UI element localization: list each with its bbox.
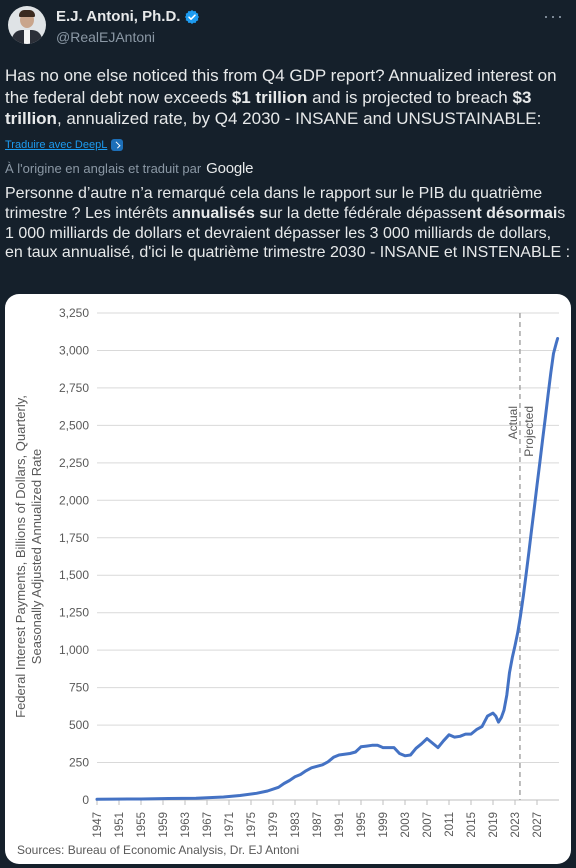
- tweet-text-segment: and is projected to breach: [307, 87, 513, 107]
- y-tick-label: 1,250: [59, 606, 89, 620]
- annotation-actual: Actual: [506, 406, 520, 439]
- chart-source: Sources: Bureau of Economic Analysis, Dr…: [17, 843, 300, 857]
- avatar-hair: [19, 10, 35, 17]
- y-tick-label: 250: [69, 756, 89, 770]
- google-logo: Google: [206, 160, 254, 177]
- tweet-text-segment: $1 trillion: [231, 87, 308, 107]
- interest-payments-chart: 0 250 500 750 1,000 1,250 1,500 1,750 2,000 2,250…: [13, 306, 560, 838]
- avatar-shirt: [24, 30, 30, 44]
- x-tick-label: 2007: [422, 812, 434, 838]
- tweet-text-segment: Has no one else noticed this from Q4 GDP…: [5, 66, 557, 107]
- annotation-projected: Projected: [522, 406, 536, 457]
- x-tick-label: 1967: [202, 812, 214, 838]
- translation-origin: À l'origine en anglais et traduit par Go…: [5, 160, 254, 177]
- y-tick-label: 500: [69, 718, 89, 732]
- x-tick-label: 1979: [268, 812, 280, 838]
- x-tick-label: 1947: [92, 812, 104, 838]
- x-tick-label: 1951: [114, 812, 126, 838]
- deepl-icon: [111, 139, 124, 151]
- x-tick-label: 2027: [532, 812, 544, 838]
- y-tick-label: 2,250: [59, 456, 89, 470]
- translated-text-segment: Personne d’autre n’a remarqué cela dans …: [5, 185, 543, 222]
- tweet-text: Has no one else noticed this from Q4 GDP…: [5, 65, 571, 130]
- tweet-text-segment: , annualized rate, by Q4 2030 - INSANE a…: [56, 109, 542, 128]
- y-tick-label: 3,000: [59, 343, 89, 357]
- x-tick-label: 1963: [180, 812, 192, 838]
- verified-badge-icon: [185, 9, 200, 24]
- y-tick-label: 1,000: [59, 643, 89, 657]
- avatar[interactable]: [8, 6, 46, 44]
- y-tick-label: 2,000: [59, 493, 89, 507]
- author-name[interactable]: E.J. Antoni, Ph.D.: [56, 8, 181, 25]
- y-tick-label: 2,500: [59, 418, 89, 432]
- author-handle[interactable]: @RealEJAntoni: [56, 29, 156, 45]
- x-tick-label: 2011: [444, 812, 456, 837]
- author-row: E.J. Antoni, Ph.D.: [56, 8, 200, 25]
- x-tick-label: 1999: [378, 812, 390, 838]
- x-tick-label: 1955: [136, 812, 148, 838]
- x-tick-label: 1971: [224, 812, 236, 838]
- x-tick-label: 2019: [488, 812, 500, 838]
- translated-text-segment: s 1 000 milliards de dollars et devraien…: [5, 204, 571, 262]
- y-axis-title: Federal Interest Payments, Billions of D…: [13, 395, 44, 718]
- x-tick-label: 2015: [466, 812, 478, 838]
- y-tick-label: 1,750: [59, 531, 89, 545]
- x-tick-label: 1959: [158, 812, 170, 838]
- x-tick-label: 1975: [246, 812, 258, 838]
- y-tick-label: 750: [69, 681, 89, 695]
- x-tick-label: 2023: [510, 812, 522, 838]
- x-tick-label: 1983: [290, 812, 302, 838]
- translate-deepl-link[interactable]: Traduire avec DeepL: [5, 139, 124, 151]
- translated-text-segment: nt désormai: [466, 204, 558, 222]
- tweet-text-segment: $3 trillion: [5, 87, 532, 129]
- translate-deepl-label[interactable]: Traduire avec DeepL: [5, 139, 108, 151]
- y-tick-label: 2,750: [59, 381, 89, 395]
- chart-image[interactable]: 0 250 500 750 1,000 1,250 1,500 1,750 2,000 2,250…: [5, 294, 571, 864]
- translated-text-segment: nnualisés s: [181, 204, 269, 222]
- translation-origin-label: À l'origine en anglais et traduit par: [5, 161, 202, 176]
- more-icon[interactable]: ···: [543, 6, 564, 26]
- x-tick-label: 1987: [312, 812, 324, 838]
- y-tick-label: 1,500: [59, 568, 89, 582]
- y-tick-label: 3,250: [59, 306, 89, 320]
- translated-text-segment: ur la dette fédérale dépasse: [268, 204, 467, 222]
- translated-text: Personne d’autre n’a remarqué cela dans …: [5, 184, 571, 263]
- x-tick-label: 1995: [356, 812, 368, 838]
- y-axis-title-line: Federal Interest Payments, Billions of D…: [13, 395, 28, 718]
- series-line: [95, 337, 560, 801]
- x-tick-label: 2003: [400, 812, 412, 838]
- y-axis-title-line: Seasonally Adjusted Annualized Rate: [29, 449, 44, 664]
- y-tick-label: 0: [82, 793, 89, 807]
- x-tick-label: 1991: [334, 812, 346, 838]
